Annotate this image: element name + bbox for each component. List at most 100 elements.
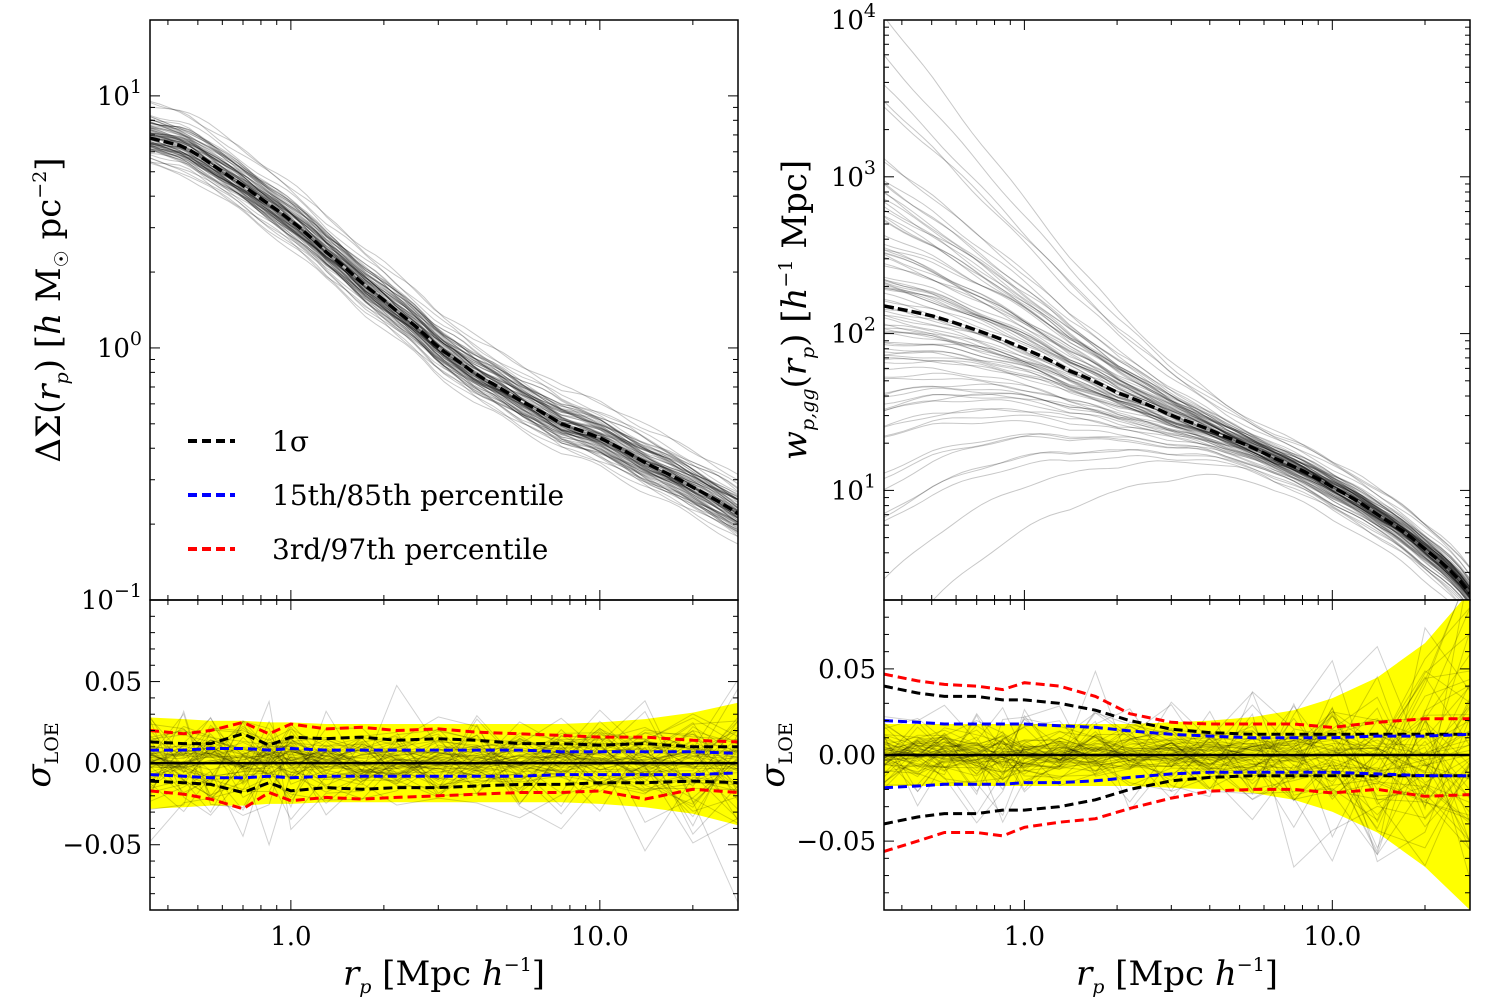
sample-curve bbox=[884, 180, 1470, 582]
frame-sigma-loe-right bbox=[883, 599, 1471, 911]
residual-curve bbox=[884, 705, 1470, 774]
sample-curve bbox=[150, 121, 738, 498]
sample-curve bbox=[150, 142, 738, 523]
sample-curve bbox=[150, 148, 738, 531]
sample-curve bbox=[150, 127, 738, 501]
sample-curve bbox=[150, 144, 738, 523]
p15_85-lower-line bbox=[150, 771, 738, 780]
sample-curve bbox=[884, 317, 1470, 599]
sample-curve bbox=[150, 136, 738, 511]
y-tick-label: 104 bbox=[831, 0, 876, 36]
residual-curve bbox=[884, 750, 1470, 816]
residual-curve bbox=[150, 699, 738, 852]
sample-curve bbox=[150, 118, 738, 497]
sample-curve bbox=[150, 125, 738, 506]
p15_85-lower-line bbox=[884, 770, 1470, 790]
sample-curve bbox=[884, 249, 1470, 592]
residual-curve bbox=[884, 715, 1470, 797]
sample-curve bbox=[884, 256, 1470, 593]
sample-curve bbox=[150, 122, 738, 490]
residual-curve bbox=[884, 600, 1459, 796]
x-tick-label: 1.0 bbox=[270, 922, 311, 952]
sample-curve bbox=[150, 146, 738, 527]
sample-curve bbox=[884, 394, 1469, 600]
residual-curve bbox=[150, 733, 738, 766]
residual-curve bbox=[150, 699, 738, 904]
ylabel-sigma-loe-left: σLOE bbox=[19, 722, 63, 787]
residual-curve bbox=[884, 600, 1459, 772]
sample-curve bbox=[150, 134, 738, 507]
residual-curve bbox=[884, 600, 1465, 817]
sample-curve bbox=[884, 387, 1470, 600]
sample-curve bbox=[150, 149, 738, 535]
sample-curve bbox=[884, 460, 1458, 600]
sample-curve bbox=[150, 132, 738, 509]
residual-curve bbox=[150, 720, 738, 827]
sample-curve bbox=[150, 161, 738, 537]
sample-curve bbox=[884, 280, 1470, 589]
sample-curve bbox=[884, 263, 1470, 586]
p3_97-lower-line bbox=[884, 787, 1470, 853]
sample-curve bbox=[150, 130, 738, 500]
sample-curve bbox=[884, 342, 1470, 596]
sample-curve bbox=[884, 310, 1470, 593]
sample-curve bbox=[884, 265, 1470, 588]
sample-curve bbox=[150, 148, 738, 533]
sample-curve bbox=[884, 215, 1470, 591]
sample-curve bbox=[150, 106, 738, 492]
y-tick-label: 101 bbox=[831, 470, 876, 506]
residual-curve bbox=[884, 734, 1470, 849]
sample-curve bbox=[884, 323, 1470, 598]
residual-curve bbox=[884, 730, 1470, 775]
sample-curve bbox=[150, 144, 738, 518]
sample-curve bbox=[150, 138, 738, 513]
residual-curve bbox=[884, 690, 1470, 798]
sample-curve bbox=[884, 191, 1470, 590]
sample-curve bbox=[150, 129, 738, 504]
sigma1-upper-line bbox=[150, 732, 738, 749]
xlabel-right: rp [Mpc h−1] bbox=[1076, 954, 1278, 998]
legend-label-15-85: 15th/85th percentile bbox=[272, 479, 564, 512]
sample-curve bbox=[150, 119, 738, 503]
y-tick-label: −0.05 bbox=[62, 831, 142, 861]
sample-curve bbox=[884, 366, 1469, 600]
sample-curve bbox=[150, 127, 738, 511]
p3_97-upper-line bbox=[884, 672, 1470, 729]
residual-curve bbox=[150, 735, 738, 797]
sample-curve bbox=[884, 433, 1465, 600]
sample-curve bbox=[884, 286, 1470, 593]
sample-curve bbox=[884, 288, 1470, 589]
sample-curve bbox=[150, 116, 738, 495]
sample-curve bbox=[150, 128, 738, 500]
residual-curve bbox=[150, 740, 738, 781]
sample-curve bbox=[150, 124, 738, 500]
y-tick-label: 0.05 bbox=[818, 655, 876, 685]
sample-curve bbox=[884, 298, 1470, 599]
legend-label-3-97: 3rd/97th percentile bbox=[272, 533, 548, 566]
sample-curve bbox=[150, 139, 738, 521]
sample-curve bbox=[884, 282, 1470, 591]
residual-curve bbox=[150, 747, 738, 783]
sample-curve bbox=[884, 449, 1463, 600]
sample-curve bbox=[884, 220, 1470, 584]
sample-curve bbox=[150, 132, 738, 509]
sample-curve bbox=[150, 100, 738, 481]
sample-curve bbox=[884, 385, 1469, 600]
sample-curve bbox=[884, 252, 1470, 589]
residual-curve bbox=[150, 727, 738, 802]
sample-curve bbox=[150, 145, 738, 523]
y-tick-label: 100 bbox=[97, 328, 142, 364]
sample-curve bbox=[150, 127, 738, 509]
residual-curve bbox=[150, 745, 738, 800]
residual-curve bbox=[884, 714, 1470, 823]
residual-curve bbox=[884, 701, 1470, 796]
sample-curve bbox=[884, 372, 1470, 600]
residual-curve bbox=[884, 645, 1470, 842]
sample-curve bbox=[884, 243, 1470, 582]
sample-curve bbox=[150, 145, 738, 524]
sample-curve bbox=[884, 331, 1470, 596]
sample-curve bbox=[884, 408, 1468, 600]
residual-curve bbox=[884, 745, 1470, 849]
y-tick-label: 102 bbox=[831, 314, 876, 350]
residual-curve bbox=[150, 716, 738, 819]
